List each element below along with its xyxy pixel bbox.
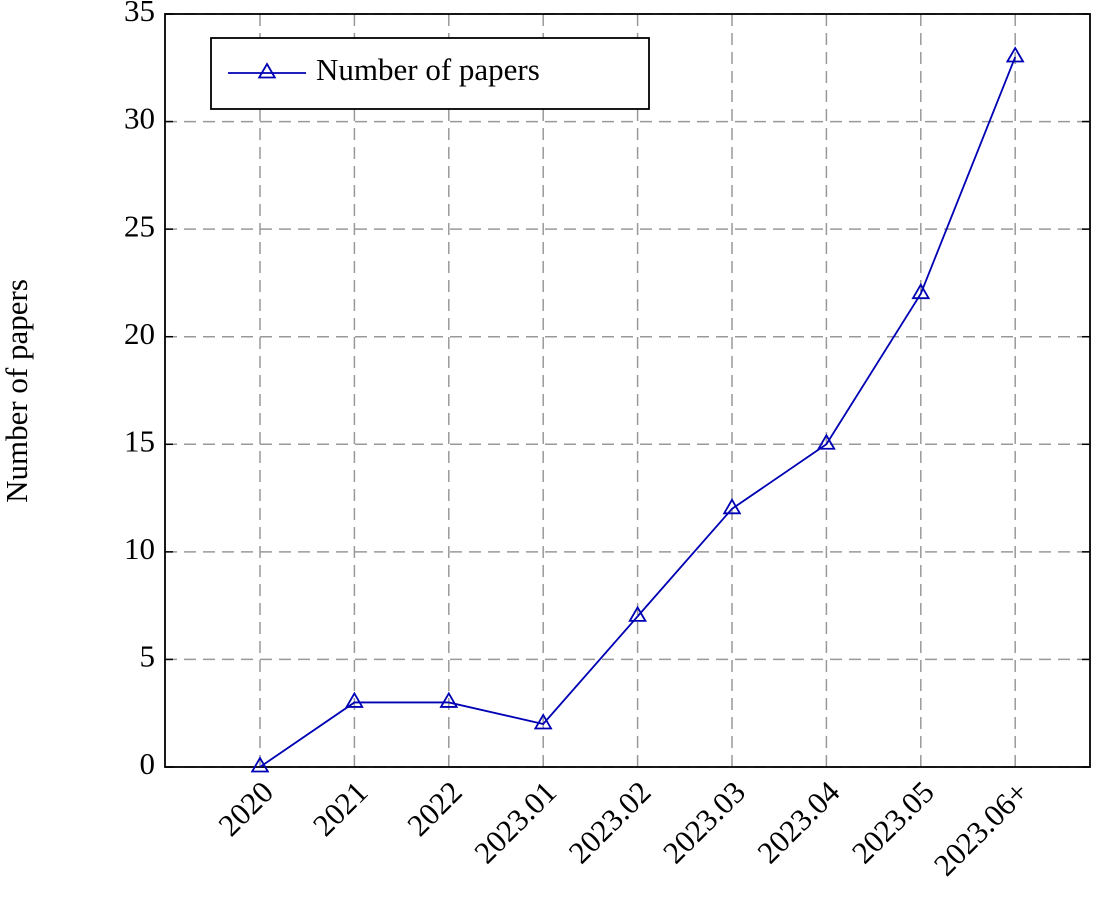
x-tick-label: 2023.02 xyxy=(562,774,658,870)
y-tick-label: 10 xyxy=(124,531,155,566)
y-tick-label: 15 xyxy=(124,423,155,458)
x-tick-label: 2021 xyxy=(306,774,375,843)
y-axis-label: Number of papers xyxy=(0,279,34,503)
x-tick-label: 2023.05 xyxy=(845,774,941,870)
marker xyxy=(722,498,742,515)
legend-label: Number of papers xyxy=(316,52,540,87)
y-tick-label: 0 xyxy=(140,746,156,781)
y-tick-label: 35 xyxy=(124,0,155,28)
marker xyxy=(1005,46,1025,63)
x-tick-label: 2023.06+ xyxy=(927,774,1035,882)
marker xyxy=(439,691,459,708)
x-tick-label: 2023.01 xyxy=(467,774,563,870)
y-tick-label: 30 xyxy=(124,101,155,136)
x-tick-label: 2022 xyxy=(400,774,469,843)
marker xyxy=(817,433,836,450)
marker xyxy=(911,282,931,300)
x-tick-label: 2023.04 xyxy=(750,774,846,870)
x-tick-label: 2020 xyxy=(211,774,280,843)
marker xyxy=(250,756,270,773)
y-tick-label: 5 xyxy=(140,639,156,674)
legend-marker xyxy=(257,62,277,79)
marker xyxy=(628,605,647,622)
y-tick-label: 25 xyxy=(124,208,155,243)
marker xyxy=(533,713,553,730)
legend: Number of papers xyxy=(210,37,650,110)
y-tick-label: 20 xyxy=(124,316,155,351)
marker xyxy=(345,691,364,708)
x-tick-label: 2023.03 xyxy=(656,774,752,870)
line xyxy=(259,56,1017,768)
plot-frame xyxy=(164,13,1091,768)
